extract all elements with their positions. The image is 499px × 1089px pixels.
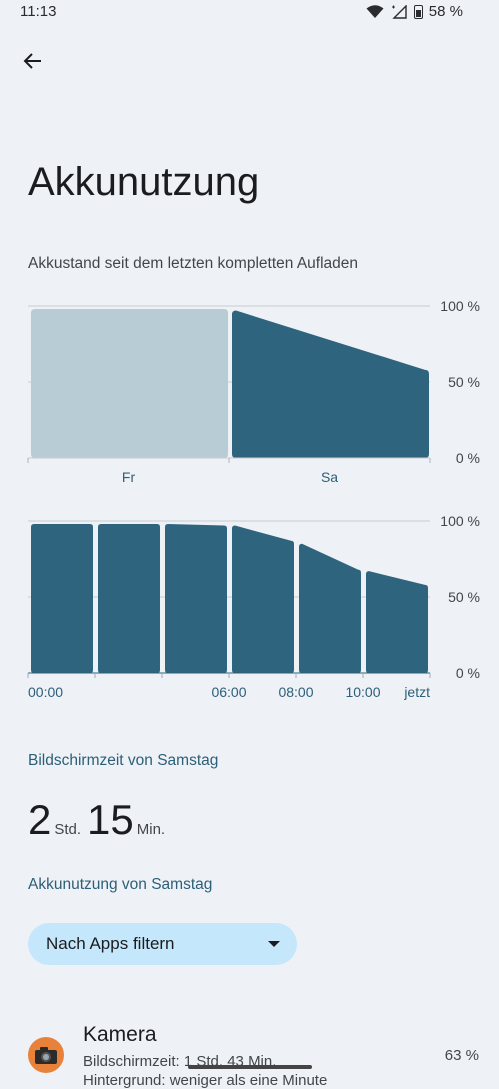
x-tick-label: 08:00 [278,684,313,700]
y-tick-label: 0 % [456,665,480,681]
battery-level-daily-chart[interactable]: 100 % 50 % 0 % Fr Sa [0,296,499,496]
battery-icon [413,4,423,19]
x-tick-label: 10:00 [345,684,380,700]
screen-time-heading: Bildschirmzeit von Samstag [28,752,219,769]
battery-bar [366,571,428,673]
daily-chart-svg: 100 % 50 % 0 % Fr Sa [27,298,480,485]
x-tick-label: 00:00 [28,684,63,700]
screen-time-hours-unit: Std. [54,821,82,838]
back-button[interactable] [16,44,50,78]
app-usage-row[interactable]: Kamera Bildschirmzeit: 1 Std. 43 Min. Hi… [0,1018,499,1089]
screen-time-hours: 2 [28,796,52,843]
y-tick-label: 50 % [448,589,480,605]
dropdown-arrow-icon [268,941,280,947]
x-tick-label: Fr [122,469,136,485]
y-tick-label: 50 % [448,374,480,390]
hourly-chart-svg: 100 % 50 % 0 % 00:00 06:00 08:00 10:00 jetzt [27,513,480,700]
filter-label: Nach Apps filtern [46,934,175,953]
page-title: Akkunutzung [28,160,260,204]
app-filter-dropdown[interactable]: Nach Apps filtern [28,923,297,965]
camera-icon [28,1037,64,1073]
screen-time-minutes-unit: Min. [136,821,166,838]
y-tick-label: 100 % [440,298,480,314]
gesture-nav-handle[interactable] [188,1065,312,1069]
app-name: Kamera [83,1023,157,1046]
battery-bar [31,524,93,673]
chart-subtitle: Akkustand seit dem letzten kompletten Au… [28,255,359,272]
y-tick-label: 0 % [456,450,480,466]
arrow-back-icon [23,53,41,69]
screen-time-value: 2 Std. 15 Min. [28,796,171,844]
battery-percent: 58 % [428,3,463,20]
wifi-icon [366,4,384,18]
battery-bar [232,525,294,673]
battery-bar [165,524,227,673]
battery-area-Sa [232,310,429,458]
x-tick-label: Sa [321,469,338,485]
app-usage-percent: 63 % [444,1047,479,1064]
battery-area-Fr [31,309,228,458]
usage-heading: Akkunutzung von Samstag [28,876,213,893]
y-tick-label: 100 % [440,513,480,529]
app-background-time: Hintergrund: weniger als eine Minute [83,1072,328,1089]
x-tick-label: jetzt [403,684,430,700]
screen-time-minutes: 15 [87,796,134,843]
signal-icon [391,4,407,19]
status-icons: 58 % [366,3,463,20]
x-tick-label: 06:00 [211,684,246,700]
battery-bar [299,543,361,673]
battery-level-hourly-chart[interactable]: 100 % 50 % 0 % 00:00 06:00 08:00 10:00 jetzt [0,511,499,711]
battery-bar [98,524,160,673]
status-time: 11:13 [20,3,57,20]
